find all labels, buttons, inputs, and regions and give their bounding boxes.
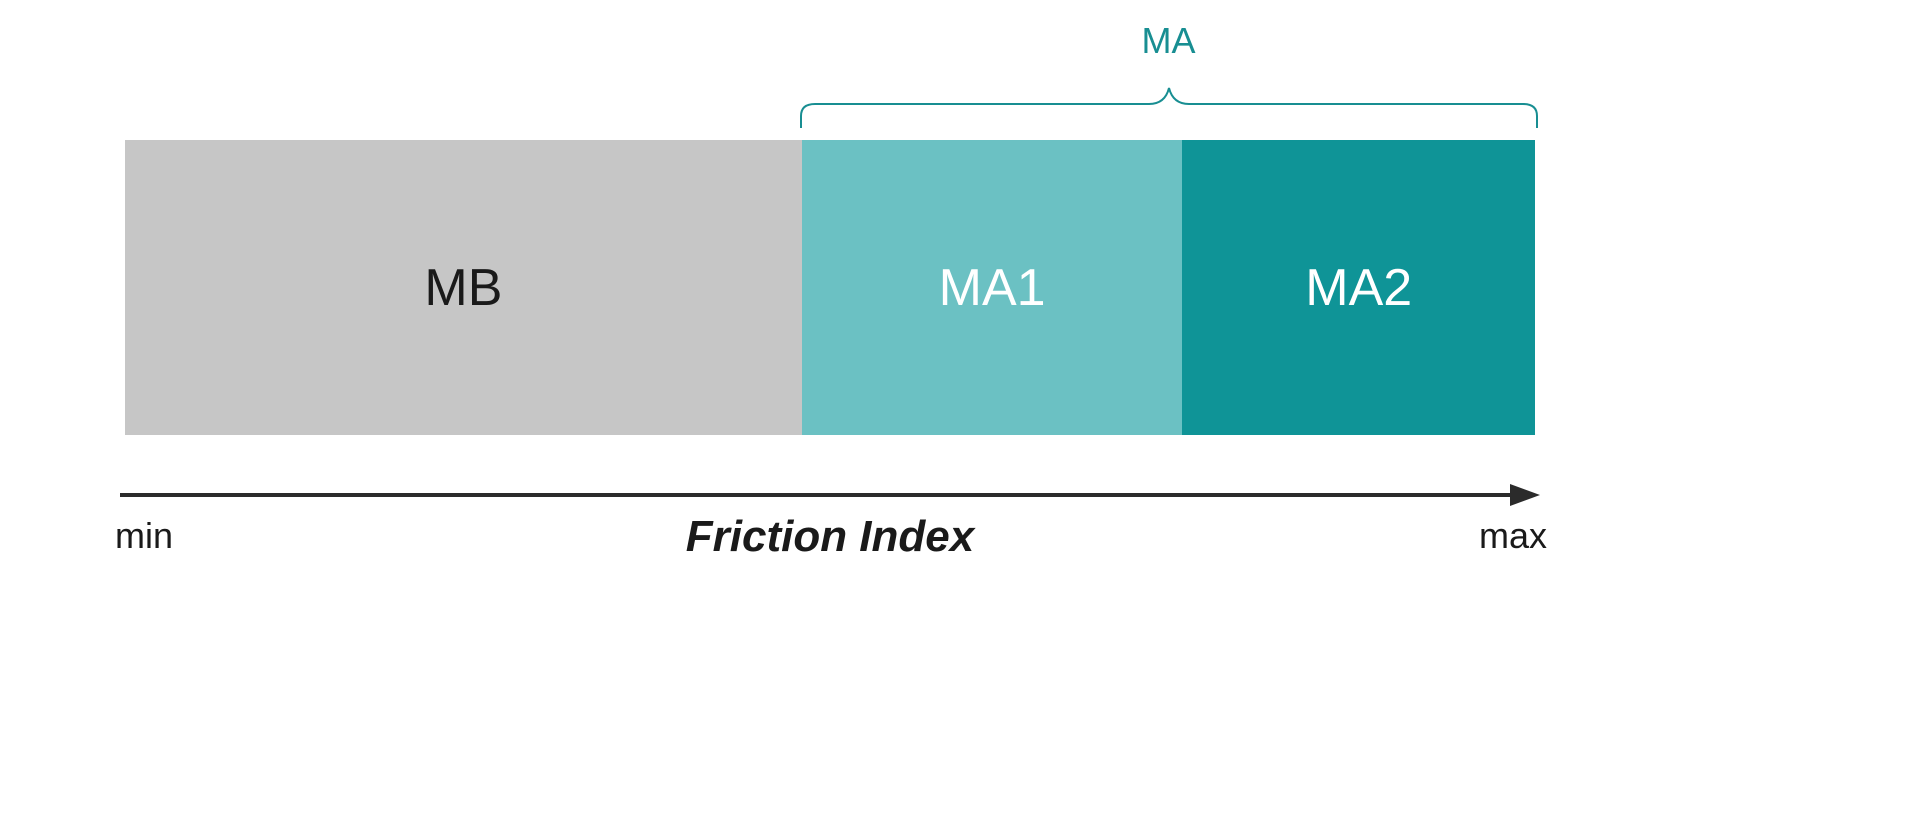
segment-ma2: MA2 — [1182, 140, 1535, 435]
segment-bar: MB MA1 MA2 — [125, 140, 1535, 435]
axis-title: Friction Index — [125, 512, 1535, 562]
axis-max-label: max — [1479, 515, 1547, 557]
segment-mb: MB — [125, 140, 802, 435]
arrow-icon — [115, 480, 1545, 510]
brace-icon — [799, 70, 1539, 130]
group-label-ma: MA — [802, 20, 1535, 62]
segment-ma1: MA1 — [802, 140, 1183, 435]
